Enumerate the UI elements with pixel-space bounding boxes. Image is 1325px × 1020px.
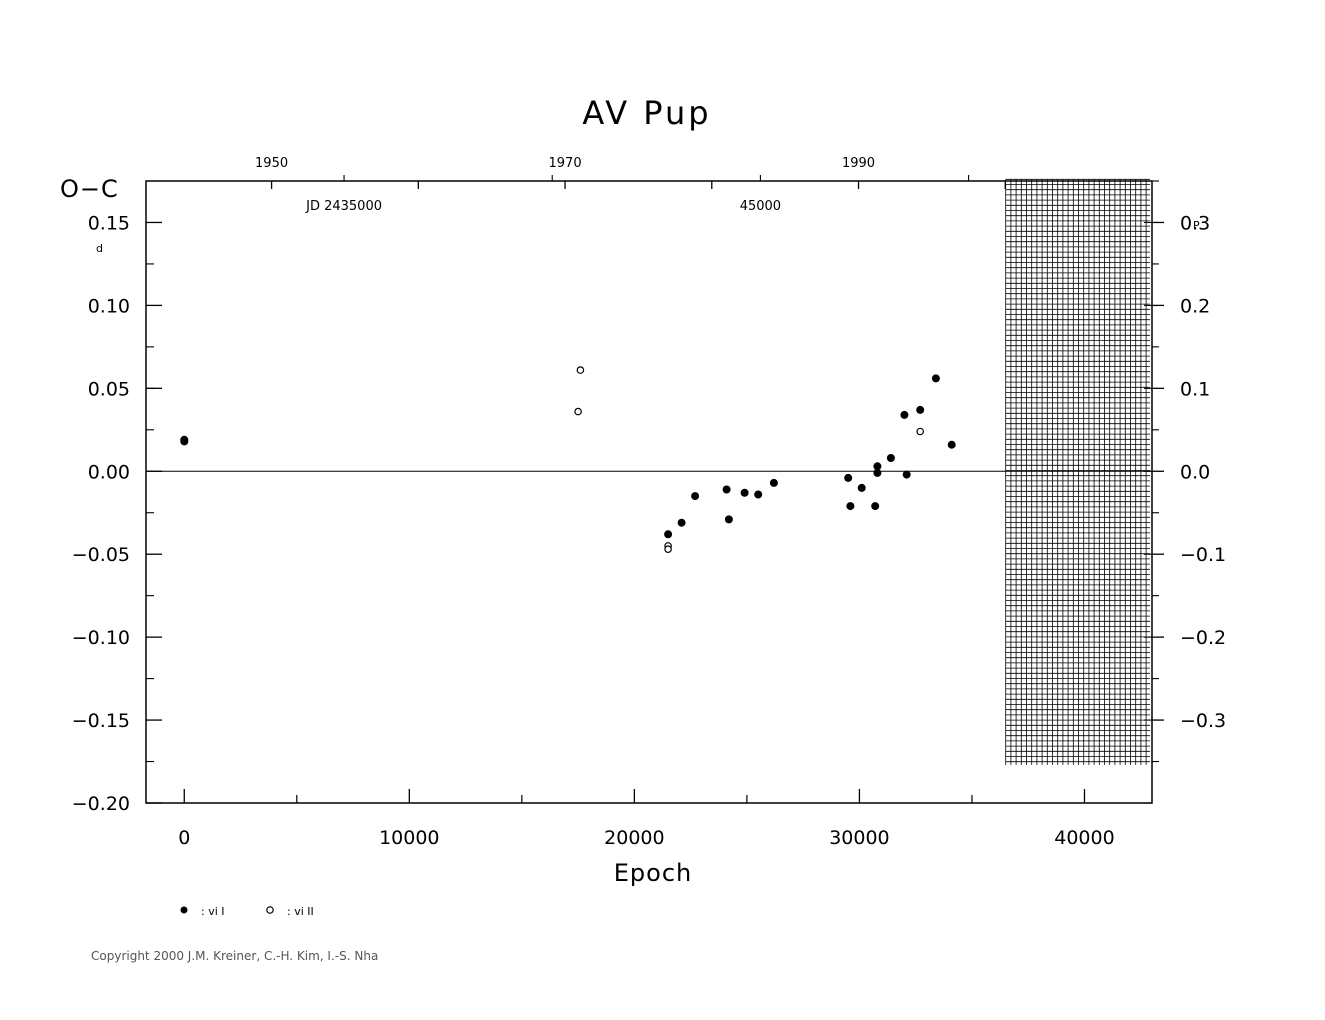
chart-title: AV Pup — [582, 94, 711, 132]
point-filled — [886, 454, 895, 462]
point-open — [664, 545, 672, 554]
right-tick-label: −0.1 — [1180, 544, 1226, 566]
plot-frame — [145, 180, 1153, 804]
point-open — [574, 407, 582, 416]
x-tick-label: 40000 — [1054, 827, 1114, 849]
point-open — [576, 366, 585, 374]
right-unit-superscript: P — [1193, 219, 1200, 232]
y-tick-label: −0.10 — [72, 627, 130, 649]
point-filled — [664, 530, 673, 539]
point-filled — [902, 470, 911, 479]
point-filled — [754, 490, 763, 499]
right-tick-label: 0.0 — [1180, 461, 1210, 483]
point-filled — [873, 462, 882, 471]
top-year-label: 1990 — [842, 156, 875, 171]
data-points — [180, 366, 956, 554]
point-filled — [900, 410, 909, 419]
right-tick-label: −0.3 — [1180, 710, 1226, 732]
right-tick-label: 0.3 — [1180, 212, 1210, 234]
top-jd-label: 45000 — [740, 199, 781, 214]
legend-label-open: : vi II — [287, 905, 314, 918]
legend-label-filled: : vi I — [201, 905, 225, 918]
y-tick-label: 0.05 — [88, 378, 130, 400]
x-axis-label: Epoch — [614, 859, 693, 887]
point-filled — [722, 485, 731, 494]
grid-lines — [1005, 178, 1150, 765]
point-filled — [871, 502, 880, 511]
legend: : vi I : vi II — [180, 905, 314, 918]
y-tick-label: −0.20 — [72, 793, 130, 815]
legend-marker-filled — [180, 906, 188, 914]
right-tick-label: 0.2 — [1180, 295, 1210, 317]
point-filled — [931, 374, 940, 383]
legend-marker-open — [266, 906, 274, 914]
top-year-label: 1950 — [255, 156, 288, 171]
point-open — [916, 427, 925, 436]
x-tick-label: 20000 — [604, 827, 664, 849]
point-filled — [846, 502, 855, 511]
point-filled — [691, 492, 700, 501]
point-filled — [844, 473, 853, 482]
y-axis-label: O−C — [60, 175, 119, 203]
point-filled — [724, 515, 733, 524]
copyright-notice: Copyright 2000 J.M. Kreiner, C.-H. Kim, … — [91, 949, 379, 963]
right-tick-label: −0.2 — [1180, 627, 1226, 649]
point-filled — [180, 437, 189, 446]
y-tick-label: −0.05 — [72, 544, 130, 566]
y-tick-label: 0.15 — [88, 212, 130, 234]
x-tick-label: 0 — [178, 827, 190, 849]
point-filled — [873, 468, 882, 477]
x-tick-label: 10000 — [379, 827, 439, 849]
point-filled — [947, 440, 956, 449]
y-tick-label: 0.00 — [88, 461, 130, 483]
point-filled — [916, 405, 925, 414]
y-unit-superscript: d — [96, 242, 103, 255]
point-filled — [769, 478, 778, 487]
top-jd-label: JD 2435000 — [305, 199, 382, 214]
y-tick-label: −0.15 — [72, 710, 130, 732]
top-year-label: 1970 — [549, 156, 582, 171]
point-filled — [740, 488, 749, 497]
right-tick-label: 0.1 — [1180, 378, 1210, 400]
axes: 0 10000 20000 30000 40000 1950 1970 1990 JD 2435… — [72, 156, 1226, 849]
shaded-grid-region — [1005, 178, 1150, 765]
x-tick-label: 30000 — [829, 827, 889, 849]
point-filled — [857, 483, 866, 492]
point-filled — [677, 518, 686, 527]
y-tick-label: 0.10 — [88, 295, 130, 317]
